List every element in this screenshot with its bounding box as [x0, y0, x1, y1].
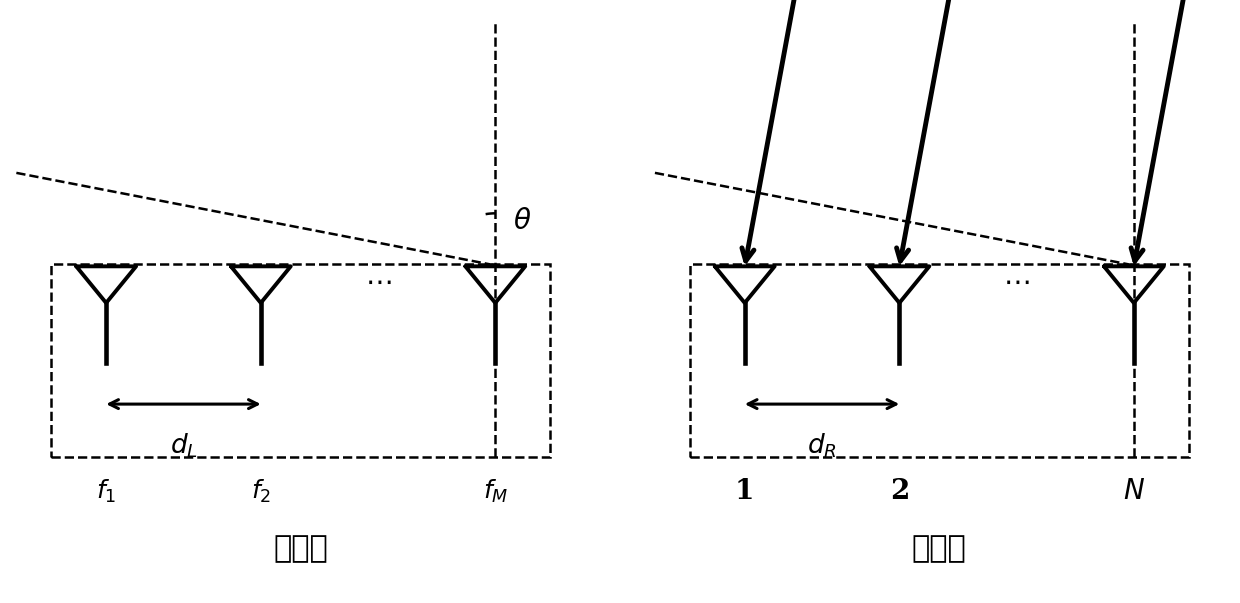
- Text: $N$: $N$: [1123, 478, 1145, 505]
- Text: $\cdots$: $\cdots$: [1003, 268, 1030, 295]
- Text: 2: 2: [889, 478, 909, 505]
- Text: $d_R$: $d_R$: [807, 431, 837, 459]
- Text: $\theta$: $\theta$: [513, 208, 532, 235]
- Text: 发射端: 发射端: [273, 534, 329, 563]
- Text: $f_M$: $f_M$: [482, 478, 508, 505]
- Text: $\cdots$: $\cdots$: [365, 268, 392, 295]
- Bar: [51, 264, 551, 457]
- Text: $d_L$: $d_L$: [170, 431, 197, 459]
- Text: $f_2$: $f_2$: [250, 478, 270, 505]
- Text: 接收端: 接收端: [911, 534, 967, 563]
- Bar: [689, 264, 1189, 457]
- Text: 1: 1: [735, 478, 754, 505]
- Text: $f_1$: $f_1$: [95, 478, 117, 505]
